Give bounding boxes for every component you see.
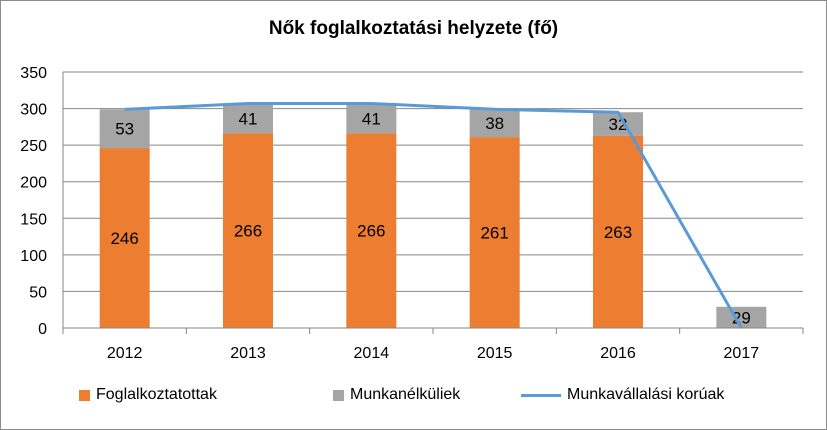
bar-foglalkoztatottak <box>223 133 273 328</box>
chart-title: Nők foglalkoztatási helyzete (fő) <box>268 18 559 39</box>
legend-item-munkavallalasi-koruak: Munkavállalási korúak <box>521 386 724 404</box>
bar-foglalkoztatottak <box>346 133 397 328</box>
bar-munkanélküliek <box>593 112 643 136</box>
y-tick-label: 250 <box>20 138 47 155</box>
bar-munkanélküliek <box>469 109 520 138</box>
x-tick-label: 2014 <box>354 345 390 362</box>
x-tick-label: 2012 <box>107 345 143 362</box>
data-label: 261 <box>480 224 508 243</box>
x-tick-label: 2016 <box>600 345 636 362</box>
legend-swatch-foglalkoztatottak <box>79 389 90 401</box>
x-tick-label: 2017 <box>724 345 760 362</box>
legend-label-munkavallalasi-koruak: Munkavállalási korúak <box>567 386 725 403</box>
bar-foglalkoztatottak <box>469 137 520 328</box>
legend-item-munkanelkuliek: Munkanélküliek <box>333 386 460 404</box>
legend-item-foglalkoztatottak: Foglalkoztatottak <box>79 386 217 404</box>
bar-munkanélküliek <box>99 109 150 149</box>
data-label: 246 <box>110 229 138 248</box>
y-tick-label: 0 <box>38 321 47 338</box>
bar-munkanélküliek <box>223 103 273 134</box>
y-tick-label: 350 <box>20 65 47 82</box>
bar-munkanélküliek <box>716 306 767 328</box>
x-tick-label: 2013 <box>230 345 266 362</box>
y-tick-label: 300 <box>20 102 47 119</box>
x-tick-label: 2015 <box>477 345 513 362</box>
legend: Foglalkoztatottak Munkanélküliek Munkavá… <box>0 386 827 410</box>
y-tick-label: 150 <box>20 211 47 228</box>
legend-label-munkanelkuliek: Munkanélküliek <box>350 386 461 403</box>
bar-foglalkoztatottak <box>593 135 643 328</box>
data-label: 41 <box>362 109 381 128</box>
data-label: 266 <box>234 222 262 241</box>
bar-munkanélküliek <box>346 103 397 134</box>
y-tick-label: 100 <box>20 248 47 265</box>
legend-label-foglalkoztatottak: Foglalkoztatottak <box>96 386 217 403</box>
data-label: 38 <box>485 114 504 133</box>
legend-swatch-munkavallalasi-koruak <box>521 393 561 397</box>
y-tick-label: 200 <box>20 175 47 192</box>
data-label: 263 <box>604 223 632 242</box>
bar-foglalkoztatottak <box>99 148 150 328</box>
legend-swatch-munkanelkuliek <box>333 389 344 401</box>
y-tick-label: 50 <box>29 284 47 301</box>
data-label: 266 <box>357 222 385 241</box>
data-label: 41 <box>239 109 258 128</box>
series-line-munkavallalasi-koruak <box>124 101 743 329</box>
data-label: 53 <box>115 120 134 139</box>
